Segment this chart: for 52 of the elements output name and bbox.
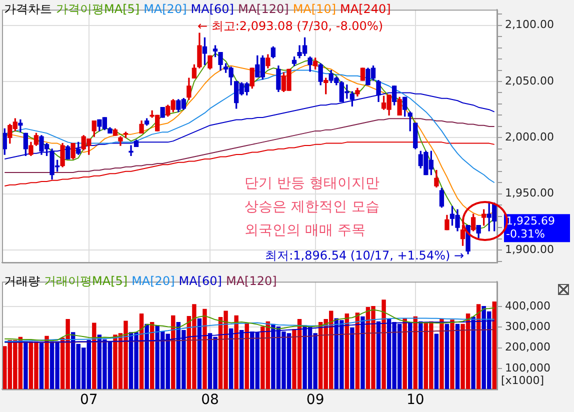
y-tick-label: 1,900.00 xyxy=(505,242,554,256)
y-tick-label: 2,100.00 xyxy=(505,18,554,32)
text: MA[60] xyxy=(190,2,234,16)
text: 가격이평MA[5] xyxy=(56,2,140,16)
text: MA[120] xyxy=(226,274,277,288)
bar xyxy=(244,322,249,390)
candlestick xyxy=(360,68,366,81)
x-tick-label: 09 xyxy=(306,392,324,408)
text: MA[120] xyxy=(238,2,289,16)
text: 거래이평MA[5] xyxy=(44,274,128,288)
bar xyxy=(382,300,386,390)
x-tick-label: 07 xyxy=(80,392,98,408)
y-tick-label: 2,000.00 xyxy=(505,130,554,144)
bar xyxy=(350,328,354,390)
bar xyxy=(355,312,360,390)
text: MA[20] xyxy=(132,274,175,288)
bar xyxy=(476,304,481,390)
annotation: 상승은 제한적인 모습 xyxy=(244,199,380,216)
text: MA[240] xyxy=(340,2,391,16)
y-axis-title: [x1000] xyxy=(501,374,544,388)
chart-title: 가격차트 xyxy=(4,2,52,16)
x-tick-label: 10 xyxy=(406,392,424,408)
bar xyxy=(150,322,154,390)
annotation: 최저:1,896.54 (10/17, +1.54%) → xyxy=(265,248,464,263)
text: MA[10] xyxy=(292,2,336,16)
annotation: ← 최고:2,093.08 (7/30, -8.00%) xyxy=(197,19,384,34)
bar xyxy=(139,313,144,390)
bar xyxy=(402,318,407,390)
bar xyxy=(413,316,418,390)
y-tick-label: 400,000 xyxy=(505,299,550,312)
bar xyxy=(492,301,496,390)
y-tick-label: 300,000 xyxy=(505,320,550,333)
y-tick-label: 100,000 xyxy=(505,361,550,374)
bar xyxy=(44,336,49,390)
y-tick-label: 2,050.00 xyxy=(505,74,554,88)
y-tick-label: 1,950.00 xyxy=(505,186,554,200)
text: MA[20] xyxy=(144,2,187,16)
bar xyxy=(450,320,454,390)
x-tick-label: 08 xyxy=(201,392,219,408)
bar xyxy=(344,313,350,390)
annotation: 외국인의 매매 주목 xyxy=(244,222,366,239)
bar xyxy=(440,319,444,390)
bar xyxy=(234,315,238,390)
bar xyxy=(92,322,96,390)
annotation: 단기 반등 형태이지만 xyxy=(244,176,380,192)
y-tick-label: 200,000 xyxy=(505,340,550,354)
text: MA[60] xyxy=(178,274,222,288)
chart-title: 거래량 xyxy=(4,274,40,288)
bar xyxy=(202,308,207,390)
candlestick xyxy=(160,107,165,118)
bar xyxy=(171,315,176,390)
bar xyxy=(434,334,439,390)
